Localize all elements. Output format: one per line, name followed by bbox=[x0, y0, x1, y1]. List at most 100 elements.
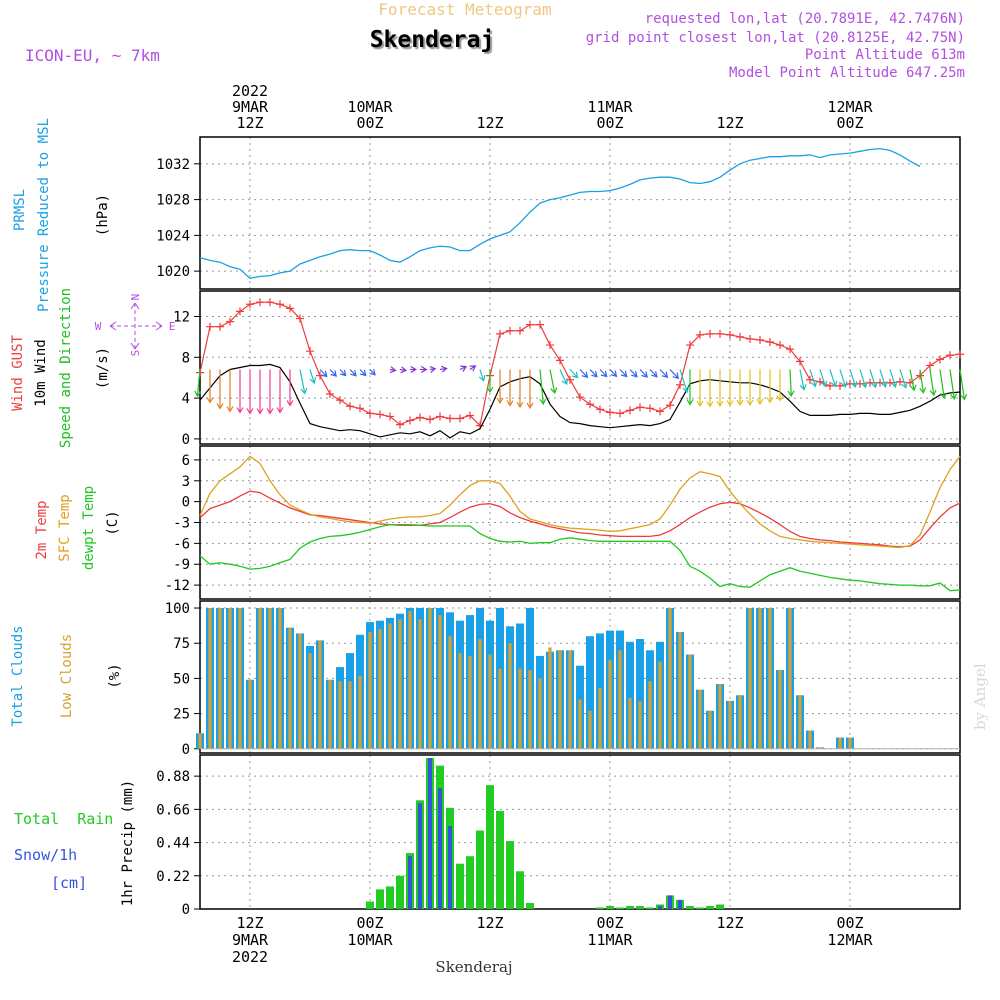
y-tick-label: 1024 bbox=[156, 228, 190, 244]
low-cloud-bar bbox=[568, 650, 572, 749]
temp-sfc-label: SFC Temp bbox=[57, 494, 73, 561]
wind-arrow bbox=[787, 369, 795, 398]
top-time-label: 10MAR bbox=[347, 98, 393, 116]
wind-arrow bbox=[569, 369, 579, 379]
wind-arrow bbox=[929, 369, 937, 397]
panel-pressure bbox=[194, 136, 961, 290]
y-tick-label: 1028 bbox=[156, 193, 190, 209]
gust-point bbox=[956, 350, 964, 359]
bottom-time-label: 12Z bbox=[476, 914, 503, 932]
low-cloud-bar bbox=[678, 632, 682, 749]
wind-arrow bbox=[309, 369, 317, 385]
y-tick-label: 1032 bbox=[156, 157, 190, 173]
gust-point bbox=[556, 356, 564, 365]
gust-point bbox=[616, 409, 624, 418]
rain-bar bbox=[496, 810, 504, 909]
gust-point bbox=[876, 378, 884, 387]
gust-point bbox=[836, 381, 844, 390]
rain-label: Total Rain bbox=[14, 810, 113, 828]
low-cloud-bar bbox=[708, 710, 712, 749]
low-cloud-bar bbox=[408, 610, 412, 749]
low-cloud-bar bbox=[418, 619, 422, 749]
wind-line bbox=[199, 363, 961, 439]
point-altitude: Point Altitude 613m bbox=[805, 47, 965, 63]
top-time-label: 12Z bbox=[716, 114, 743, 132]
gust-point bbox=[856, 379, 864, 388]
wind-arrow bbox=[629, 369, 638, 378]
cloud-unit: (%) bbox=[107, 663, 123, 688]
wind-arrow bbox=[669, 369, 680, 380]
low-cloud-bar bbox=[238, 608, 242, 749]
gust-point bbox=[946, 351, 954, 360]
low-cloud-bar bbox=[518, 668, 522, 749]
rain-bar bbox=[716, 904, 724, 909]
snow-label: Snow/1h bbox=[14, 846, 77, 864]
wind-arrow bbox=[686, 369, 694, 406]
gust-point bbox=[636, 403, 644, 412]
model-altitude: Model Point Altitude 647.25m bbox=[729, 65, 965, 81]
low-cloud-bar bbox=[308, 653, 312, 749]
low-cloud-bar bbox=[358, 675, 362, 749]
pressure-label-prmsl: PRMSL bbox=[12, 189, 28, 231]
low-cloud-bar bbox=[468, 655, 472, 749]
low-cloud-bar bbox=[218, 608, 222, 749]
low-cloud-bar bbox=[388, 623, 392, 749]
wind-arrow bbox=[389, 366, 397, 374]
watermark: by Angel bbox=[971, 663, 989, 730]
temp-dew-line bbox=[199, 523, 961, 592]
wind-arrow bbox=[859, 369, 868, 389]
wind-arrow bbox=[589, 369, 598, 378]
wind-arrow bbox=[246, 369, 254, 415]
snow-bar bbox=[678, 899, 682, 909]
gust-point bbox=[436, 412, 444, 421]
wind-arrow bbox=[889, 369, 898, 389]
gust-point bbox=[396, 420, 404, 429]
bottom-time-label: 10MAR bbox=[347, 931, 393, 949]
gust-point bbox=[706, 329, 714, 338]
snow-bar bbox=[658, 906, 662, 909]
gust-point bbox=[936, 355, 944, 364]
wind-gust-label: Wind GUST bbox=[10, 335, 26, 411]
low-cloud-bar bbox=[278, 608, 282, 749]
panel-frame bbox=[199, 445, 961, 600]
wind-arrow bbox=[429, 365, 437, 373]
y-tick-label: 75 bbox=[173, 636, 190, 652]
gust-point bbox=[456, 414, 464, 423]
y-tick-label: 0 bbox=[182, 495, 190, 511]
wind-arrow bbox=[286, 369, 294, 407]
wind-arrow bbox=[879, 369, 888, 389]
low-cloud-bar bbox=[688, 654, 692, 749]
total-cloud-bar bbox=[636, 639, 644, 749]
wind-unit: (m/s) bbox=[95, 347, 111, 389]
low-cloud-bar bbox=[628, 698, 632, 749]
bottom-time-label: 00Z bbox=[836, 914, 863, 932]
y-tick-label: -12 bbox=[165, 578, 190, 594]
wind-arrow bbox=[478, 369, 486, 382]
panel-precip bbox=[194, 754, 961, 910]
wind-arrow bbox=[799, 369, 807, 391]
low-cloud-bar bbox=[438, 615, 442, 749]
top-time-label: 00Z bbox=[836, 114, 863, 132]
panel-frame bbox=[199, 136, 961, 290]
top-time-label: 2022 bbox=[232, 82, 268, 100]
gust-point bbox=[576, 393, 584, 402]
low-cloud-bar bbox=[848, 737, 852, 749]
gust-point bbox=[326, 390, 334, 399]
rain-bar bbox=[506, 841, 514, 909]
top-time-label: 9MAR bbox=[232, 98, 269, 116]
wind-arrow bbox=[516, 369, 524, 409]
compass-rose: N S W E bbox=[95, 294, 176, 357]
gust-point bbox=[526, 320, 534, 329]
wind-arrow bbox=[276, 369, 284, 414]
wind-arrow bbox=[839, 369, 848, 389]
low-cloud-bar bbox=[208, 608, 212, 749]
low-cloud-bar bbox=[618, 650, 622, 749]
gust-point bbox=[676, 380, 684, 389]
plot-area: 1020 1024 1028 1032 0 4 8 12 -12 -9 -6 -3 0 3 6 0 25 50 75… bbox=[156, 82, 968, 966]
bottom-time-label: 12Z bbox=[716, 914, 743, 932]
low-cloud-bar bbox=[778, 670, 782, 749]
wind-arrow bbox=[439, 365, 448, 373]
wind-arrow bbox=[869, 369, 878, 389]
top-time-label: 11MAR bbox=[587, 98, 633, 116]
wind-arrow bbox=[539, 369, 547, 406]
